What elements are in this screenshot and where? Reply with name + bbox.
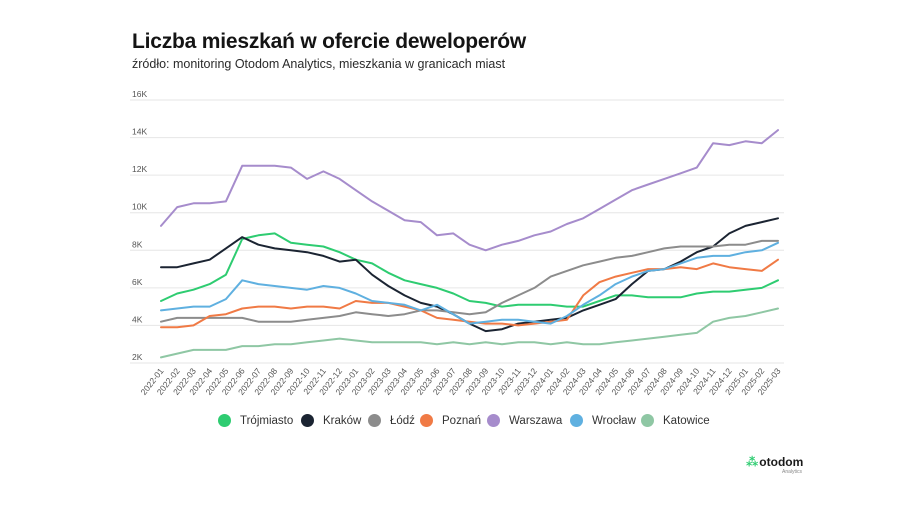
chart-subtitle: źródło: monitoring Otodom Analytics, mie… — [132, 57, 506, 71]
legend-item: Katowice — [641, 414, 710, 427]
legend-swatch — [368, 414, 381, 427]
y-tick-label: 8K — [132, 239, 143, 249]
series-lines — [160, 129, 779, 359]
legend-swatch — [301, 414, 314, 427]
y-axis-ticks: 2K 4K 6K 8K 10K 12K 14K 16K — [132, 89, 147, 362]
legend-item: Wrocław — [570, 414, 636, 427]
legend-label: Poznań — [442, 414, 482, 427]
logo-text: otodom — [759, 455, 804, 469]
series-line-wrocław — [160, 241, 779, 325]
y-tick-label: 12K — [132, 164, 147, 174]
legend-item: Kraków — [301, 414, 361, 427]
legend-label: Kraków — [323, 414, 362, 427]
legend-label: Warszawa — [509, 414, 563, 427]
legend-swatch — [420, 414, 433, 427]
logo-subtext: Analytics — [782, 469, 803, 475]
y-tick-label: 2K — [132, 352, 143, 362]
y-tick-label: 14K — [132, 127, 147, 137]
legend-item: Łódź — [368, 414, 415, 427]
legend-item: Warszawa — [487, 414, 562, 427]
legend-label: Wrocław — [592, 414, 636, 427]
y-tick-label: 6K — [132, 277, 143, 287]
series-line-warszawa — [160, 129, 779, 252]
chart-title: Liczba mieszkań w ofercie deweloperów — [132, 30, 527, 53]
legend-item: Trójmiasto — [218, 414, 293, 427]
y-tick-label: 10K — [132, 202, 147, 212]
y-tick-label: 16K — [132, 89, 147, 99]
x-axis-ticks: 2022-012022-022022-032022-042022-052022-… — [138, 366, 782, 397]
series-line-łódź — [160, 239, 779, 323]
grid-lines — [130, 99, 784, 364]
legend-item: Poznań — [420, 414, 481, 427]
y-tick-label: 4K — [132, 314, 143, 324]
otodom-logo: ⁂otodom — [746, 455, 803, 469]
series-line-katowice — [160, 307, 779, 359]
legend-swatch — [570, 414, 583, 427]
legend-swatch — [487, 414, 500, 427]
series-line-trójmiasto — [160, 232, 779, 308]
legend-label: Katowice — [663, 414, 710, 427]
legend-swatch — [218, 414, 231, 427]
legend-label: Łódź — [390, 414, 415, 427]
legend-label: Trójmiasto — [240, 414, 294, 427]
series-line-poznań — [160, 258, 779, 329]
otodom-logo-icon: ⁂ — [746, 455, 759, 469]
legend-swatch — [641, 414, 654, 427]
